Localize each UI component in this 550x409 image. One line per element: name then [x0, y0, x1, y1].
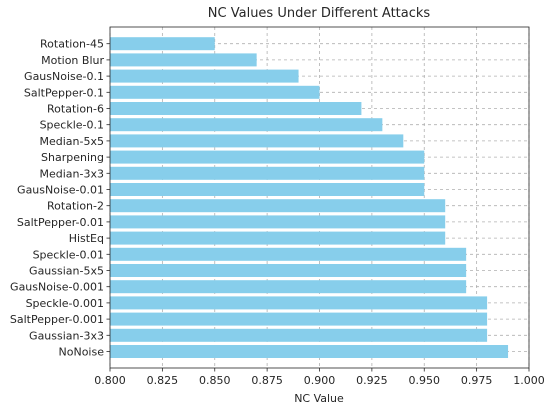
y-tick-label: GausNoise-0.1: [24, 70, 104, 83]
y-tick-label: Speckle-0.001: [26, 297, 104, 310]
y-tick-label: Median-5x5: [40, 135, 105, 148]
bar-speckle-0-1: [110, 118, 383, 132]
bar-gaussian-5x5: [110, 264, 467, 277]
bar-sharpening: [110, 150, 425, 164]
bar-rotation-45: [110, 37, 215, 51]
x-tick-label: 0.875: [251, 374, 283, 387]
bar-median-5x5: [110, 134, 404, 148]
y-tick-label: Gaussian-5x5: [29, 265, 104, 278]
x-tick-label: 0.850: [199, 374, 231, 387]
bar-rotation-2: [110, 199, 446, 213]
y-tick-label: Rotation-6: [47, 103, 104, 116]
bar-gaussian-3x3: [110, 328, 488, 342]
bar-speckle-0-001: [110, 296, 488, 310]
bar-nonoise: [110, 345, 509, 358]
y-tick-label: GausNoise-0.01: [17, 184, 104, 197]
x-tick-label: 0.800: [94, 374, 126, 387]
y-tick-label: Rotation-45: [40, 38, 104, 51]
y-tick-label: Rotation-2: [47, 200, 104, 213]
x-axis-ticks: 0.800 0.825 0.850 0.875 0.900 0.925 0.950 0.975…: [94, 368, 545, 387]
bar-gausnoise-0-01: [110, 183, 425, 196]
x-tick-label: 1.000: [513, 374, 545, 387]
y-tick-label: Sharpening: [41, 151, 104, 164]
y-tick-label: Speckle-0.01: [33, 248, 104, 261]
bar-saltpepper-0-1: [110, 85, 320, 99]
y-tick-label: Speckle-0.1: [40, 119, 104, 132]
bar-rotation-6: [110, 102, 362, 115]
y-tick-label: SaltPepper-0.1: [24, 86, 104, 99]
y-tick-label: SaltPepper-0.01: [17, 216, 104, 229]
bar-speckle-0-01: [110, 247, 467, 261]
bar-saltpepper-0-01: [110, 215, 446, 229]
bar-median-3x3: [110, 166, 425, 180]
bar-histeq: [110, 231, 446, 245]
chart-title: NC Values Under Different Attacks: [208, 6, 431, 21]
x-tick-label: 0.825: [147, 374, 179, 387]
bar-gausnoise-0-1: [110, 69, 299, 83]
x-tick-label: 0.975: [461, 374, 493, 387]
y-tick-label: Motion Blur: [41, 54, 104, 67]
y-tick-label: Median-3x3: [40, 167, 105, 180]
y-tick-label: NoNoise: [59, 346, 105, 359]
y-tick-label: Gaussian-3x3: [29, 329, 104, 342]
y-axis-ticks: NoNoise Gaussian-3x3 SaltPepper-0.001 Speck…: [10, 38, 110, 359]
x-axis-label: NC Value: [294, 392, 344, 405]
bar-gausnoise-0-001: [110, 280, 467, 294]
x-tick-label: 0.900: [304, 374, 336, 387]
bar-motion-blur: [110, 53, 257, 67]
x-tick-label: 0.925: [356, 374, 388, 387]
bar-saltpepper-0-001: [110, 312, 488, 326]
x-tick-label: 0.950: [409, 374, 441, 387]
y-tick-label: GausNoise-0.001: [10, 281, 104, 294]
y-tick-label: SaltPepper-0.001: [10, 313, 104, 326]
bars: [110, 37, 509, 358]
y-tick-label: HistEq: [69, 232, 104, 245]
